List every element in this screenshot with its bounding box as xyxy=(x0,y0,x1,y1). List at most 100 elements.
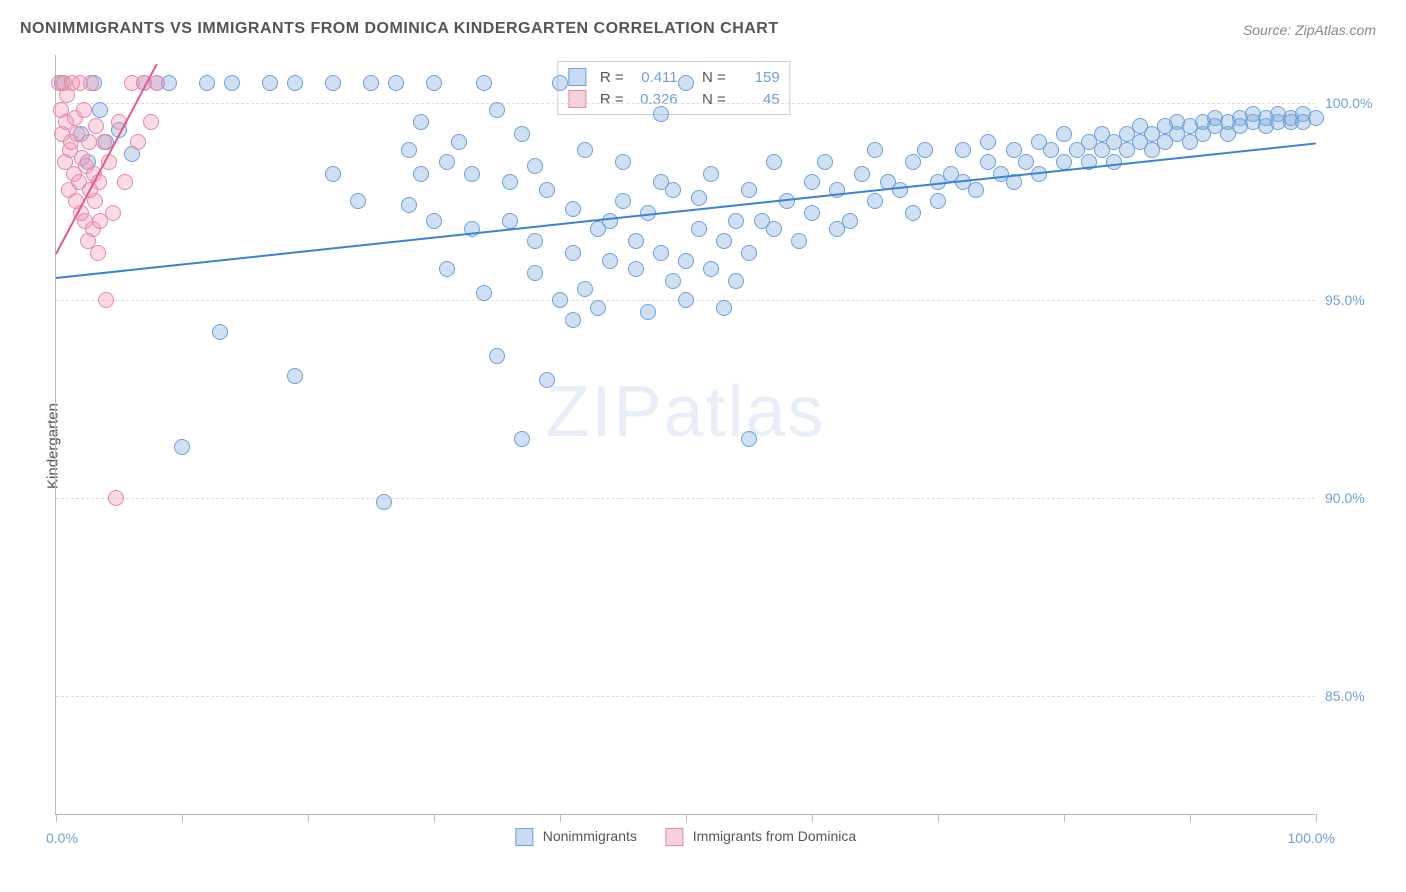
legend-n-value-1: 45 xyxy=(734,91,780,108)
x-tick xyxy=(56,814,57,822)
data-point-nonimmigrants xyxy=(476,75,492,91)
data-point-immigrants xyxy=(83,75,99,91)
data-point-nonimmigrants xyxy=(628,233,644,249)
data-point-nonimmigrants xyxy=(401,142,417,158)
legend-row-nonimmigrants: R = 0.411 N = 159 xyxy=(568,66,780,88)
x-tick xyxy=(308,814,309,822)
data-point-nonimmigrants xyxy=(716,233,732,249)
data-point-nonimmigrants xyxy=(212,324,228,340)
data-point-nonimmigrants xyxy=(665,273,681,289)
swatch-immigrants xyxy=(568,90,586,108)
data-point-nonimmigrants xyxy=(766,154,782,170)
correlation-legend: R = 0.411 N = 159 R = 0.326 N = 45 xyxy=(557,61,791,115)
data-point-nonimmigrants xyxy=(867,193,883,209)
data-point-immigrants xyxy=(149,75,165,91)
data-point-nonimmigrants xyxy=(590,300,606,316)
data-point-nonimmigrants xyxy=(426,213,442,229)
x-tick xyxy=(182,814,183,822)
legend-n-value-0: 159 xyxy=(734,69,780,86)
data-point-nonimmigrants xyxy=(476,285,492,301)
data-point-nonimmigrants xyxy=(602,253,618,269)
y-tick-label: 85.0% xyxy=(1325,688,1385,704)
x-tick xyxy=(1190,814,1191,822)
legend-label-nonimmigrants: Nonimmigrants xyxy=(543,828,637,844)
data-point-nonimmigrants xyxy=(955,142,971,158)
data-point-nonimmigrants xyxy=(703,166,719,182)
gridline-h xyxy=(56,103,1315,104)
data-point-nonimmigrants xyxy=(350,193,366,209)
data-point-nonimmigrants xyxy=(376,494,392,510)
data-point-nonimmigrants xyxy=(1106,154,1122,170)
data-point-nonimmigrants xyxy=(741,245,757,261)
data-point-immigrants xyxy=(87,193,103,209)
data-point-nonimmigrants xyxy=(439,154,455,170)
data-point-nonimmigrants xyxy=(527,158,543,174)
data-point-nonimmigrants xyxy=(174,439,190,455)
data-point-nonimmigrants xyxy=(980,134,996,150)
data-point-nonimmigrants xyxy=(615,154,631,170)
data-point-nonimmigrants xyxy=(678,292,694,308)
data-point-immigrants xyxy=(76,102,92,118)
legend-n-label: N = xyxy=(702,91,726,108)
data-point-nonimmigrants xyxy=(817,154,833,170)
x-tick xyxy=(560,814,561,822)
data-point-nonimmigrants xyxy=(287,368,303,384)
data-point-nonimmigrants xyxy=(728,213,744,229)
data-point-nonimmigrants xyxy=(628,261,644,277)
data-point-nonimmigrants xyxy=(527,265,543,281)
y-tick-label: 90.0% xyxy=(1325,490,1385,506)
data-point-immigrants xyxy=(88,118,104,134)
x-axis-min-label: 0.0% xyxy=(46,830,78,846)
legend-r-value-1: 0.326 xyxy=(632,91,678,108)
data-point-nonimmigrants xyxy=(892,182,908,198)
data-point-nonimmigrants xyxy=(968,182,984,198)
legend-item-nonimmigrants: Nonimmigrants xyxy=(515,828,637,846)
legend-n-label: N = xyxy=(702,69,726,86)
data-point-nonimmigrants xyxy=(842,213,858,229)
data-point-nonimmigrants xyxy=(413,114,429,130)
data-point-nonimmigrants xyxy=(905,154,921,170)
x-tick xyxy=(938,814,939,822)
data-point-immigrants xyxy=(117,174,133,190)
data-point-nonimmigrants xyxy=(287,75,303,91)
gridline-h xyxy=(56,498,1315,499)
series-legend: Nonimmigrants Immigrants from Dominica xyxy=(515,828,856,846)
data-point-nonimmigrants xyxy=(451,134,467,150)
data-point-nonimmigrants xyxy=(741,431,757,447)
data-point-nonimmigrants xyxy=(1043,142,1059,158)
data-point-nonimmigrants xyxy=(552,75,568,91)
data-point-nonimmigrants xyxy=(325,166,341,182)
data-point-immigrants xyxy=(105,205,121,221)
legend-label-immigrants: Immigrants from Dominica xyxy=(693,828,856,844)
data-point-nonimmigrants xyxy=(615,193,631,209)
data-point-nonimmigrants xyxy=(678,75,694,91)
data-point-immigrants xyxy=(81,134,97,150)
data-point-immigrants xyxy=(108,490,124,506)
data-point-nonimmigrants xyxy=(539,182,555,198)
data-point-nonimmigrants xyxy=(741,182,757,198)
data-point-nonimmigrants xyxy=(728,273,744,289)
data-point-nonimmigrants xyxy=(665,182,681,198)
gridline-h xyxy=(56,696,1315,697)
data-point-nonimmigrants xyxy=(489,348,505,364)
data-point-nonimmigrants xyxy=(640,304,656,320)
data-point-immigrants xyxy=(130,134,146,150)
x-tick xyxy=(686,814,687,822)
legend-item-immigrants: Immigrants from Dominica xyxy=(665,828,856,846)
data-point-immigrants xyxy=(90,245,106,261)
data-point-nonimmigrants xyxy=(854,166,870,182)
y-tick-label: 100.0% xyxy=(1325,95,1385,111)
data-point-nonimmigrants xyxy=(602,213,618,229)
data-point-nonimmigrants xyxy=(224,75,240,91)
data-point-nonimmigrants xyxy=(401,197,417,213)
data-point-nonimmigrants xyxy=(388,75,404,91)
data-point-nonimmigrants xyxy=(464,166,480,182)
data-point-nonimmigrants xyxy=(791,233,807,249)
data-point-nonimmigrants xyxy=(1056,126,1072,142)
legend-row-immigrants: R = 0.326 N = 45 xyxy=(568,88,780,110)
swatch-nonimmigrants-icon xyxy=(515,828,533,846)
chart-title: NONIMMIGRANTS VS IMMIGRANTS FROM DOMINIC… xyxy=(20,20,779,38)
data-point-nonimmigrants xyxy=(691,190,707,206)
data-point-nonimmigrants xyxy=(363,75,379,91)
data-point-immigrants xyxy=(98,292,114,308)
